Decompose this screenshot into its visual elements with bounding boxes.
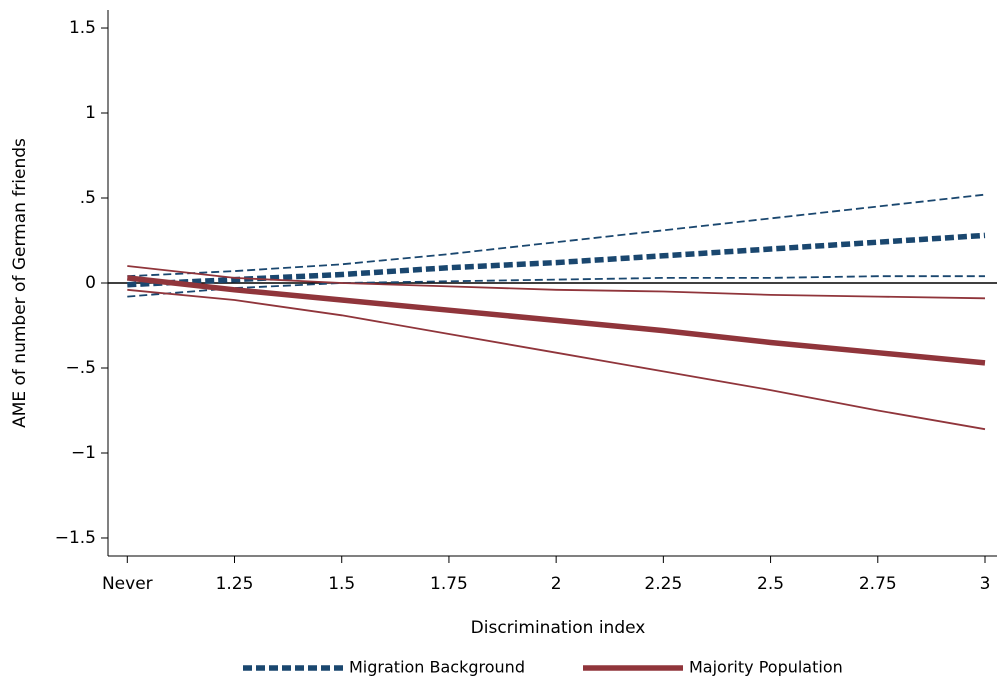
x-tick-label: Never — [102, 574, 153, 594]
y-axis-title: AME of number of German friends — [10, 138, 30, 428]
y-tick-label: 1.5 — [69, 18, 96, 38]
x-tick-label: 2.25 — [644, 574, 682, 594]
legend-label: Majority Population — [689, 658, 843, 677]
x-tick-label: 2.5 — [757, 574, 784, 594]
y-tick-label: .5 — [80, 188, 96, 208]
x-tick-label: 1.75 — [430, 574, 468, 594]
y-tick-label: 1 — [85, 103, 96, 123]
ci-lower-line — [127, 288, 986, 431]
legend-label: Migration Background — [349, 658, 525, 677]
ci-upper-line — [127, 265, 986, 300]
x-tick-label: 1.5 — [328, 574, 355, 594]
estimate-line — [126, 275, 986, 366]
y-tick-label: −.5 — [66, 358, 96, 378]
x-axis-title: Discrimination index — [471, 618, 646, 638]
estimate-line — [127, 232, 986, 288]
x-tick-label: 2.75 — [859, 574, 897, 594]
y-tick-label: 0 — [85, 273, 96, 293]
x-tick-label: 1.25 — [216, 574, 254, 594]
y-tick-label: −1 — [71, 443, 96, 463]
y-tick-label: −1.5 — [55, 528, 96, 548]
x-tick-label: 2 — [551, 574, 562, 594]
ci-lower-line — [127, 275, 985, 298]
x-tick-label: 3 — [980, 574, 991, 594]
